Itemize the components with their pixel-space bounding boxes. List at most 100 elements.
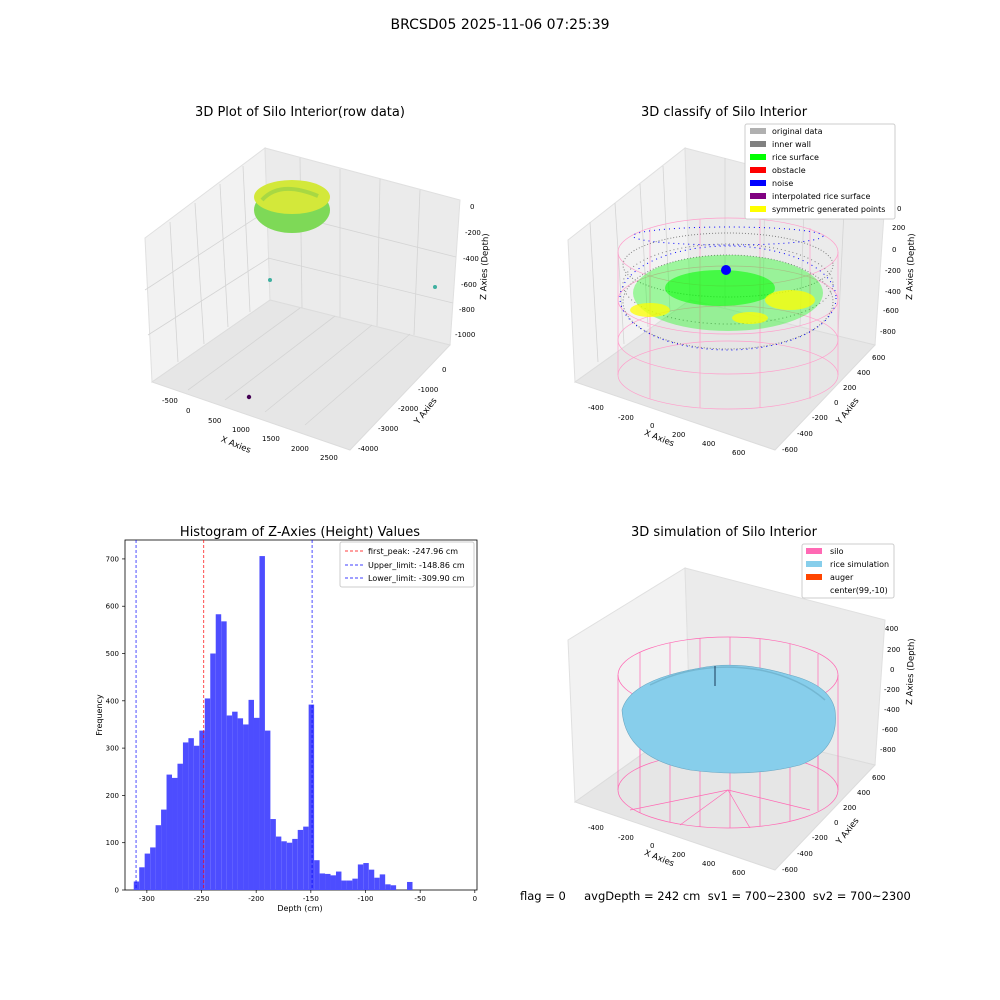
- histogram-ytick-label: 500: [106, 650, 119, 658]
- legend-swatch-rice-simulation: [806, 561, 822, 567]
- classify-zlabel: Z Axies (Depth): [905, 233, 917, 300]
- legend-swatch-interpolated: [750, 193, 766, 199]
- histogram-bar: [385, 884, 391, 890]
- histogram-ytick-label: 200: [106, 792, 119, 800]
- classify-xtick: -400: [588, 404, 604, 412]
- classify-ztick: -600: [883, 307, 899, 315]
- histogram-bar: [297, 829, 304, 890]
- legend-swatch-silo: [806, 548, 822, 554]
- simulation-ytick: -200: [812, 834, 828, 842]
- histogram-bar: [259, 556, 265, 890]
- legend-label: center(99,-10): [830, 586, 888, 595]
- histogram-legend: first_peak: -247.96 cm Upper_limit: -148…: [339, 541, 475, 588]
- classify-ytick: -200: [812, 414, 828, 422]
- histogram-bar: [390, 885, 397, 890]
- histogram-xtick-label: -100: [358, 895, 374, 903]
- raw-grid: [144, 157, 457, 426]
- histogram-bar: [374, 877, 380, 890]
- classify-ytick: 200: [843, 384, 856, 392]
- histogram-bar: [335, 871, 342, 890]
- classify-y-ticks: 600 400 200 0 -200 -400 -600: [782, 354, 885, 454]
- raw-x-ticks: -500 0 500 1000 1500 2000 2500: [162, 397, 338, 462]
- histogram-ylabel: Frequency: [95, 694, 104, 736]
- classify-xtick: 0: [650, 422, 654, 430]
- histogram-ytick-label: 600: [106, 603, 119, 611]
- histogram-bar: [166, 774, 173, 890]
- histogram-bar: [352, 878, 358, 890]
- histogram-ytick-label: 300: [106, 745, 119, 753]
- simulation-ztick: -200: [884, 686, 900, 694]
- classify-noise-ring: [619, 245, 837, 351]
- raw-ztick: 0: [470, 203, 474, 211]
- simulation-xlabel: X Axies: [643, 848, 676, 869]
- histogram-bar: [379, 874, 386, 890]
- classify-x-ticks: -400 -200 0 200 400 600: [588, 404, 745, 457]
- classify-silo-wireframe: [617, 217, 839, 410]
- raw-ztick: -1000: [455, 331, 475, 339]
- simulation-y-ticks: 600 400 200 0 -200 -400 -600: [782, 774, 885, 874]
- histogram-bar: [144, 853, 151, 890]
- raw-xtick: 2500: [320, 454, 338, 462]
- legend-swatch-obstacle: [750, 167, 766, 173]
- classify-legend: original data inner wall rice surface ob…: [744, 123, 896, 220]
- raw-outlier-point: [246, 394, 252, 400]
- legend-label: first_peak: -247.96 cm: [368, 547, 458, 556]
- histogram-bar: [281, 841, 287, 890]
- histogram-bar: [199, 730, 205, 890]
- simulation-rice-surface: [621, 664, 836, 774]
- histogram-bar: [286, 842, 293, 890]
- simulation-ytick: 600: [872, 774, 885, 782]
- histogram-bar: [346, 880, 353, 890]
- classify-symmetric-points: [630, 290, 815, 324]
- legend-label: original data: [772, 127, 823, 136]
- histogram-bar: [210, 653, 216, 890]
- histogram-panel: Histogram of Z-Axies (Height) Values -30…: [95, 525, 478, 913]
- legend-label: inner wall: [772, 140, 811, 149]
- raw-3d-panel: 3D Plot of Silo Interior(row data) -500 …: [144, 105, 491, 462]
- histogram-bar: [330, 875, 336, 890]
- raw-xlabel: X Axies: [219, 435, 252, 456]
- raw-ztick: -800: [459, 306, 475, 314]
- simulation-xtick: 600: [732, 869, 745, 877]
- simulation-rice-crest: [649, 666, 826, 701]
- histogram-xtick-label: -50: [414, 895, 425, 903]
- raw-xtick: -500: [162, 397, 178, 405]
- simulation-xtick: -200: [618, 834, 634, 842]
- histogram-bar: [319, 873, 326, 890]
- histogram-bar: [204, 698, 211, 890]
- simulation-xtick: 200: [672, 851, 685, 859]
- histogram-bar: [407, 881, 413, 890]
- classify-ytick: -400: [797, 430, 813, 438]
- classify-rice-surface-core: [665, 270, 775, 306]
- raw-ytick: -2000: [398, 405, 418, 413]
- histogram-bar: [308, 704, 315, 890]
- simulation-3d-panel: 3D simulation of Silo Interior silo rice…: [567, 525, 917, 877]
- classify-ztick-partial: 0: [897, 205, 901, 213]
- histogram-bar: [188, 738, 194, 890]
- raw-ztick: -200: [465, 229, 481, 237]
- histogram-xtick-label: -300: [139, 895, 155, 903]
- raw-ytick: -4000: [358, 445, 378, 453]
- histogram-bar: [341, 880, 347, 890]
- raw-z-ticks: 0 -200 -400 -600 -800 -1000: [455, 203, 481, 339]
- histogram-bar: [357, 864, 364, 890]
- simulation-ytick: 200: [843, 804, 856, 812]
- histogram-bar: [292, 838, 298, 890]
- legend-swatch-inner-wall: [750, 141, 766, 147]
- raw-zlabel: Z Axies (Depth): [479, 233, 491, 300]
- histogram-xtick-label: -150: [303, 895, 319, 903]
- classify-xlabel: X Axies: [643, 428, 676, 449]
- histogram-bar: [363, 863, 369, 890]
- raw-ytick: 0: [442, 366, 446, 374]
- raw-ztick: -600: [461, 281, 477, 289]
- figure-suptitle: BRCSD05 2025-11-06 07:25:39: [390, 17, 610, 33]
- raw-outlier-point: [433, 285, 437, 289]
- simulation-ztick: 400: [885, 625, 898, 633]
- classify-ytick: 400: [857, 369, 870, 377]
- status-footer: flag = 0 avgDepth = 242 cm sv1 = 700~230…: [520, 889, 911, 903]
- legend-label: auger: [830, 573, 854, 582]
- simulation-zlabel: Z Axies (Depth): [905, 638, 917, 705]
- histogram-xtick-label: -200: [248, 895, 264, 903]
- histogram-bar: [303, 826, 309, 890]
- classify-xtick: 600: [732, 449, 745, 457]
